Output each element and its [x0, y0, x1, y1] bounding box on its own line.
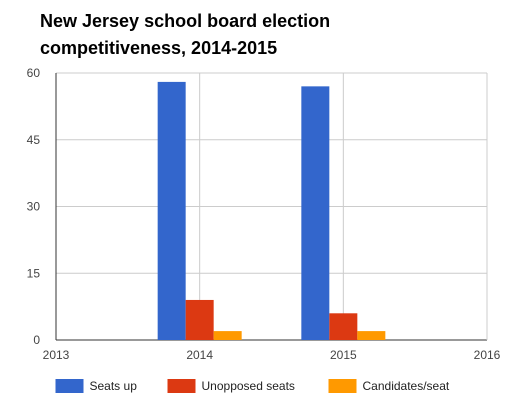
bar-seats-up: [301, 86, 330, 340]
bar-seats-up: [157, 81, 186, 341]
chart-title-line-2: competitiveness, 2014-2015: [40, 38, 277, 58]
legend-label-seats-up: Seats up: [90, 379, 138, 393]
bar-candidates-seat: [357, 331, 386, 340]
legend-swatch-candidates-seat: [328, 379, 357, 393]
x-tick-label: 2015: [330, 348, 357, 362]
x-tick-label: 2016: [474, 348, 501, 362]
bar-unopposed-seats: [185, 299, 214, 340]
plot-area: 0 15 30 45 60 2013 2014 2015 2016: [27, 66, 501, 362]
y-tick-label: 0: [33, 333, 40, 347]
legend-swatch-unopposed-seats: [167, 379, 196, 393]
y-tick-label: 15: [27, 266, 41, 280]
legend: Seats up Unopposed seats Candidates/seat: [55, 379, 450, 393]
bar-candidates-seat: [213, 331, 242, 340]
y-tick-label: 30: [27, 200, 41, 214]
x-tick-label: 2013: [43, 348, 70, 362]
y-tick-label: 60: [27, 66, 41, 80]
x-tick-label: 2014: [186, 348, 213, 362]
bar-unopposed-seats: [329, 313, 358, 340]
legend-label-unopposed-seats: Unopposed seats: [202, 379, 295, 393]
legend-swatch-seats-up: [55, 379, 84, 393]
chart-title-line-1: New Jersey school board election: [40, 11, 330, 31]
legend-label-candidates-seat: Candidates/seat: [363, 379, 450, 393]
y-tick-label: 45: [27, 133, 41, 147]
